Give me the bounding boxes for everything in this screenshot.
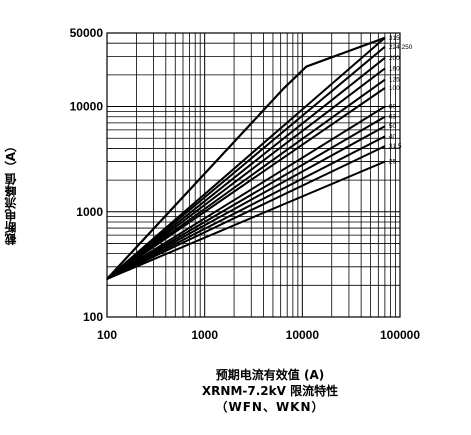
series-line bbox=[106, 125, 386, 280]
series-label: 31.5 bbox=[389, 143, 402, 150]
series-line bbox=[106, 87, 386, 280]
grid bbox=[106, 32, 401, 318]
series-line bbox=[106, 115, 386, 280]
series-label: 200 bbox=[389, 55, 400, 62]
y-tick-label: 50000 bbox=[70, 26, 104, 40]
curves bbox=[106, 36, 386, 280]
tick-labels: 100 1000 10000 100000 50000 10000 1000 100 bbox=[70, 26, 421, 342]
series-line bbox=[106, 57, 386, 280]
series-label: 40 bbox=[389, 133, 397, 140]
envelope-line bbox=[106, 36, 386, 280]
series-label: 100 bbox=[389, 85, 400, 92]
series-line bbox=[106, 37, 386, 280]
x-tick-label: 1000 bbox=[191, 328, 218, 342]
series-label: 125 bbox=[389, 77, 400, 84]
series-label: 224 250 bbox=[389, 44, 413, 51]
series-line bbox=[106, 45, 386, 280]
series-line bbox=[106, 105, 386, 280]
chart-title: XRNM-7.2kV 限流特性 bbox=[201, 384, 339, 398]
y-tick-label: 100 bbox=[83, 310, 103, 324]
y-tick-label: 10000 bbox=[70, 100, 104, 114]
y-axis-label: 截断电流峰值（A） bbox=[4, 140, 18, 246]
series-label: 160 bbox=[389, 65, 400, 72]
series-line bbox=[106, 135, 386, 280]
x-tick-label: 100000 bbox=[380, 328, 420, 342]
chart-subtitle: （WFN、WKN） bbox=[215, 400, 325, 414]
series-label: 80 bbox=[389, 104, 397, 111]
series-line bbox=[106, 78, 386, 280]
x-tick-label: 10000 bbox=[286, 328, 320, 342]
series-label: 25 bbox=[389, 159, 397, 166]
x-tick-label: 100 bbox=[97, 328, 117, 342]
x-axis-label: 预期电流有效值 (A) bbox=[215, 368, 325, 382]
series-line bbox=[106, 160, 386, 280]
series-label: 50 bbox=[389, 123, 397, 130]
series-label: 315 bbox=[389, 35, 400, 42]
series-line bbox=[106, 145, 386, 280]
chart: 100 1000 10000 100000 50000 10000 1000 100 315 2… bbox=[70, 26, 421, 342]
plot-frame bbox=[106, 32, 401, 318]
series-label: 63 bbox=[389, 114, 397, 121]
y-tick-label: 1000 bbox=[76, 205, 103, 219]
series-line bbox=[106, 67, 386, 280]
